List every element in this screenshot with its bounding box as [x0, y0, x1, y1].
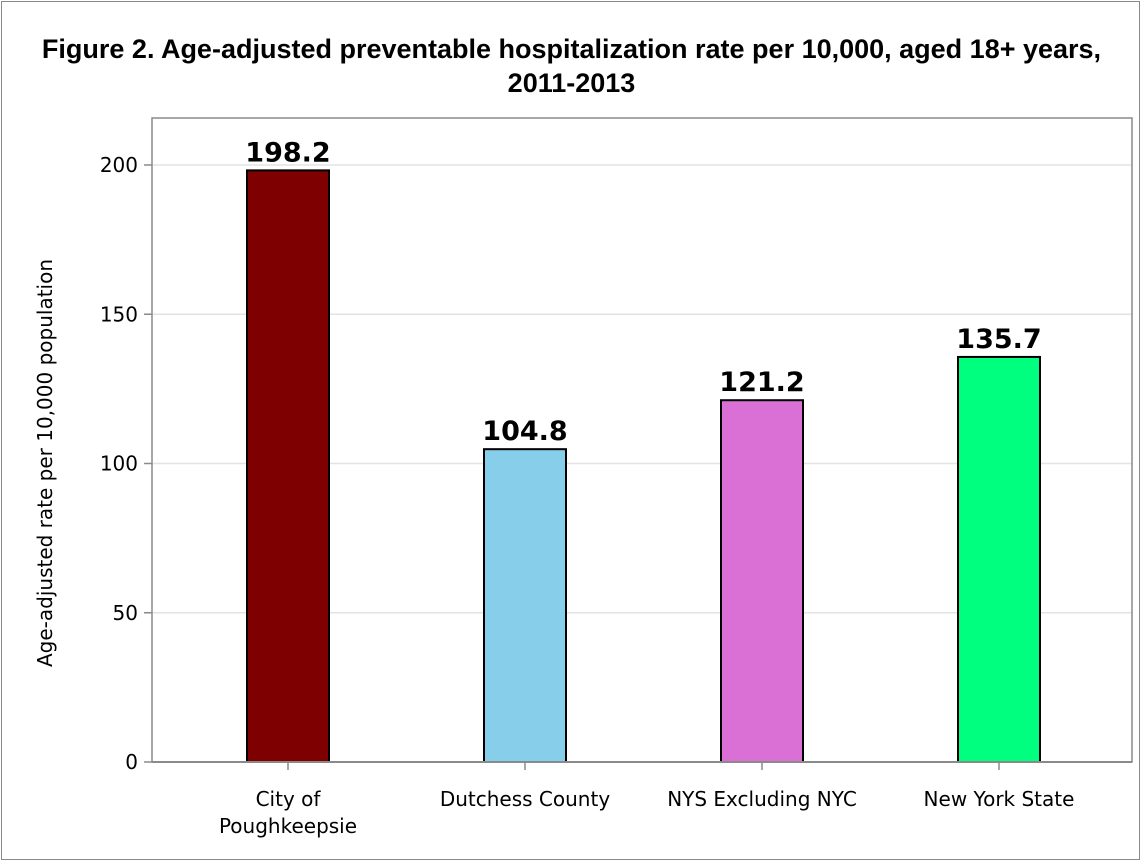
chart-title: Figure 2. Age-adjusted preventable hospi…: [41, 34, 1102, 98]
y-tick-label: 50: [113, 601, 138, 625]
bar: [720, 399, 804, 763]
bar: [246, 169, 330, 764]
y-tick-label: 150: [100, 302, 138, 326]
data-label: 135.7: [956, 324, 1041, 355]
y-tick-label: 100: [100, 452, 138, 476]
axes: 0 50 100 150 200 City of Poughkeepsie Dutchess …: [100, 153, 1132, 838]
bar: [483, 448, 567, 763]
x-tick-label: NYS Excluding NYC: [667, 787, 857, 811]
y-tick-label: 0: [125, 750, 138, 774]
data-label: 121.2: [719, 367, 804, 398]
x-tick-label: Dutchess County: [440, 787, 610, 811]
bars: 198.2 104.8 121.2 135.7: [245, 137, 1042, 764]
data-label: 198.2: [245, 137, 330, 168]
x-tick-label: New York State: [924, 787, 1075, 811]
y-axis-label: Age-adjusted rate per 10,000 population: [33, 259, 57, 667]
data-label: 104.8: [482, 416, 567, 447]
x-tick-label: City of Poughkeepsie: [219, 787, 357, 838]
bar: [957, 355, 1041, 763]
y-tick-label: 200: [100, 153, 138, 177]
